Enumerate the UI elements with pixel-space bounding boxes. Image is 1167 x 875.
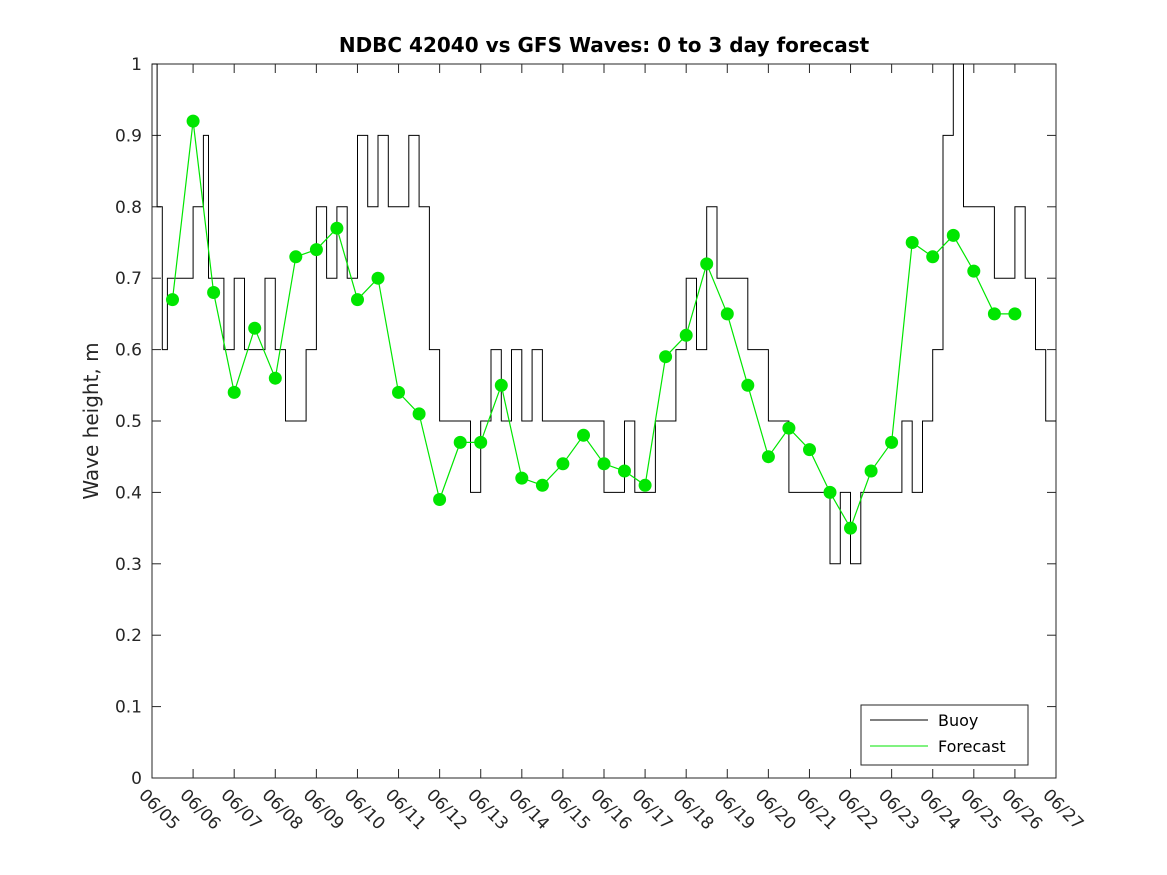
forecast-point xyxy=(289,250,303,264)
y-tick-label: 0.7 xyxy=(115,269,142,289)
forecast-point xyxy=(700,257,714,271)
legend-label-forecast: Forecast xyxy=(938,737,1006,756)
y-tick-label: 0.1 xyxy=(115,698,142,718)
forecast-point xyxy=(597,457,611,471)
forecast-point xyxy=(864,464,878,478)
forecast-point xyxy=(433,493,447,506)
y-axis-ticks: 0 0.1 0.2 0.3 0.4 0.5 0.6 0.7 0.8 0.9 1 xyxy=(115,55,1056,789)
forecast-point xyxy=(371,271,385,285)
y-tick-label: 0.9 xyxy=(115,126,142,146)
y-axis-label: Wave height, m xyxy=(79,342,103,499)
forecast-point xyxy=(392,385,405,399)
forecast-point xyxy=(494,378,508,392)
forecast-point xyxy=(946,228,960,242)
forecast-point xyxy=(207,286,221,299)
forecast-point xyxy=(926,250,940,264)
y-tick-label: 0.5 xyxy=(115,412,142,432)
forecast-point xyxy=(638,478,652,492)
forecast-point xyxy=(227,385,241,399)
forecast-point xyxy=(618,464,631,478)
forecast-point xyxy=(412,407,426,421)
forecast-point xyxy=(823,485,837,499)
y-tick-label: 0.6 xyxy=(115,341,142,361)
forecast-point xyxy=(515,471,529,485)
y-tick-label: 0.4 xyxy=(115,483,142,503)
y-tick-label: 0.2 xyxy=(115,626,142,646)
forecast-point xyxy=(166,293,179,307)
forecast-point xyxy=(535,478,549,492)
legend: Buoy Forecast xyxy=(860,704,1029,766)
forecast-point xyxy=(885,435,899,449)
y-tick-label: 0.8 xyxy=(115,198,142,218)
y-tick-label: 1 xyxy=(131,55,142,75)
forecast-point xyxy=(844,521,857,535)
buoy-line xyxy=(152,63,1056,565)
forecast-point xyxy=(987,307,1001,321)
forecast-point xyxy=(679,328,693,342)
forecast-point xyxy=(967,264,981,278)
forecast-point xyxy=(330,221,344,235)
forecast-point xyxy=(577,428,590,442)
forecast-point xyxy=(741,378,755,392)
forecast-point xyxy=(761,450,775,464)
forecast-point xyxy=(659,350,673,364)
series-layer xyxy=(152,63,1056,565)
forecast-point xyxy=(1008,307,1022,321)
chart-title: NDBC 42040 vs GFS Waves: 0 to 3 day fore… xyxy=(339,33,870,57)
forecast-point xyxy=(474,435,488,449)
forecast-point xyxy=(351,293,364,307)
forecast-point xyxy=(720,307,734,321)
legend-box xyxy=(860,704,1029,766)
forecast-point xyxy=(453,435,467,449)
forecast-point xyxy=(782,421,796,435)
forecast-point xyxy=(186,114,200,128)
forecast-point xyxy=(803,443,816,457)
y-tick-label: 0.3 xyxy=(115,555,142,575)
forecast-point xyxy=(309,243,323,257)
y-tick-label: 0 xyxy=(131,769,142,789)
forecast-point xyxy=(556,457,570,471)
forecast-point xyxy=(268,371,282,385)
forecast-point xyxy=(905,236,919,249)
legend-label-buoy: Buoy xyxy=(938,711,978,730)
forecast-point xyxy=(248,321,262,335)
